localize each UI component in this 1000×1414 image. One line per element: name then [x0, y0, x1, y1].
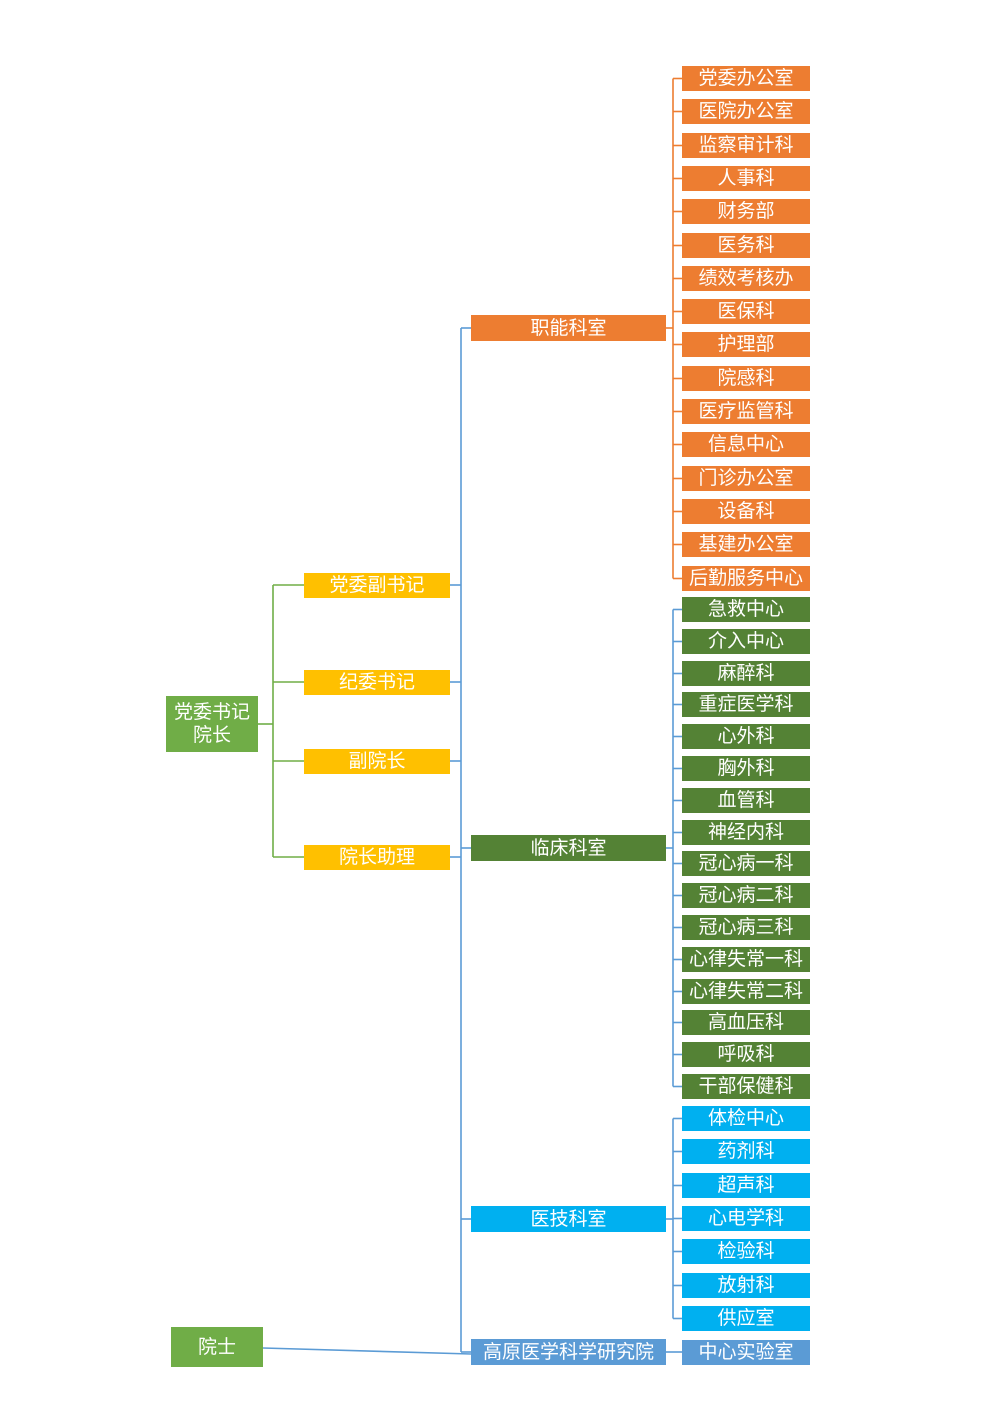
root-node-party-secretary-president: 党委书记 院长 — [166, 696, 258, 752]
department-box: 介入中心 — [682, 629, 810, 654]
department-box: 护理部 — [682, 332, 810, 357]
department-box: 胸外科 — [682, 756, 810, 781]
leader-connectors — [262, 327, 472, 1355]
root-connectors — [258, 584, 304, 858]
department-box: 基建办公室 — [682, 532, 810, 557]
academician-node: 院士 — [171, 1327, 263, 1367]
department-box: 神经内科 — [682, 820, 810, 845]
department-box: 医保科 — [682, 299, 810, 324]
category-medtech: 医技科室 — [471, 1206, 666, 1232]
department-box: 冠心病一科 — [682, 851, 810, 876]
category-clinical: 临床科室 — [471, 835, 666, 861]
department-box: 门诊办公室 — [682, 466, 810, 491]
department-box: 干部保健科 — [682, 1074, 810, 1099]
root-line1: 党委书记 — [173, 701, 250, 724]
department-box: 冠心病三科 — [682, 915, 810, 940]
department-box: 党委办公室 — [682, 66, 810, 91]
leader-discipline-secretary: 纪委书记 — [304, 670, 450, 695]
department-box: 呼吸科 — [682, 1042, 810, 1067]
department-box: 后勤服务中心 — [682, 566, 810, 591]
category-research-institute: 高原医学科学研究院 — [471, 1339, 666, 1365]
department-box: 中心实验室 — [682, 1340, 810, 1365]
department-box: 检验科 — [682, 1239, 810, 1264]
department-box: 信息中心 — [682, 432, 810, 457]
department-box: 体检中心 — [682, 1106, 810, 1131]
department-box: 心律失常二科 — [682, 979, 810, 1004]
department-box: 院感科 — [682, 366, 810, 391]
department-box: 药剂科 — [682, 1139, 810, 1164]
department-box: 心律失常一科 — [682, 947, 810, 972]
leader-president-assistant: 院长助理 — [304, 845, 450, 870]
department-box: 高血压科 — [682, 1010, 810, 1035]
department-box: 麻醉科 — [682, 661, 810, 686]
department-box: 重症医学科 — [682, 692, 810, 717]
department-box: 人事科 — [682, 166, 810, 191]
department-box: 血管科 — [682, 788, 810, 813]
department-connectors — [666, 77, 682, 1353]
department-box: 监察审计科 — [682, 133, 810, 158]
department-box: 急救中心 — [682, 597, 810, 622]
department-box: 医疗监管科 — [682, 399, 810, 424]
leader-vice-president: 副院长 — [304, 749, 450, 774]
department-box: 医院办公室 — [682, 99, 810, 124]
department-box: 绩效考核办 — [682, 266, 810, 291]
department-box: 财务部 — [682, 199, 810, 224]
department-box: 冠心病二科 — [682, 883, 810, 908]
department-box: 心电学科 — [682, 1206, 810, 1231]
root-line2: 院长 — [192, 724, 231, 746]
department-box: 供应室 — [682, 1306, 810, 1331]
category-functional: 职能科室 — [471, 315, 666, 341]
department-box: 设备科 — [682, 499, 810, 524]
department-box: 放射科 — [682, 1273, 810, 1298]
department-box: 医务科 — [682, 233, 810, 258]
department-box: 超声科 — [682, 1173, 810, 1198]
department-box: 心外科 — [682, 724, 810, 749]
leader-deputy-party-secretary: 党委副书记 — [304, 573, 450, 598]
